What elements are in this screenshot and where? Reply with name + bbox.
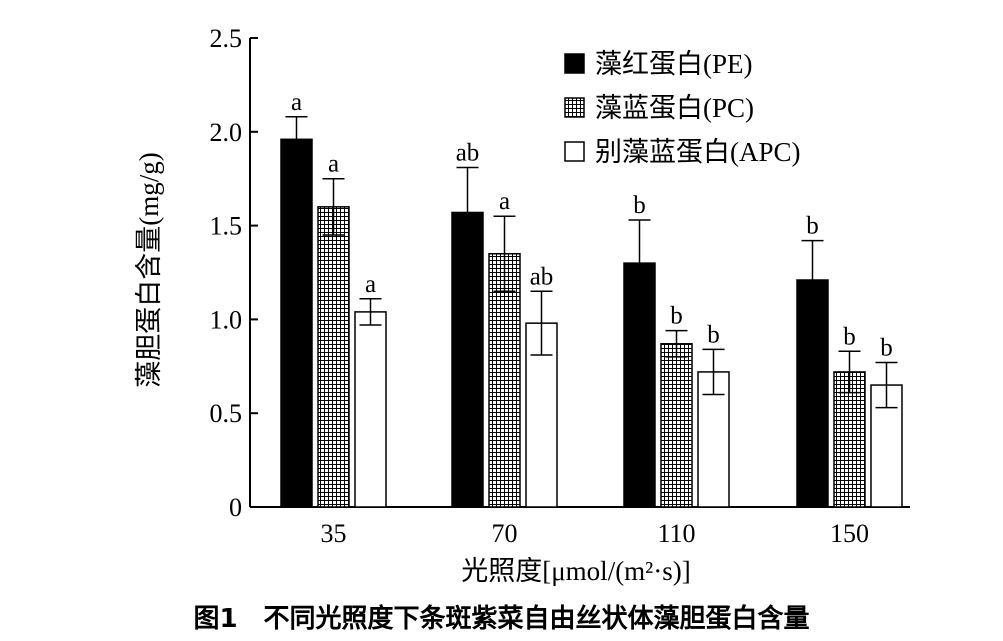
legend-label: 别藻蓝蛋白(APC) — [595, 137, 801, 167]
x-axis-title: 光照度[μmol/(m²·s)] — [461, 556, 691, 586]
x-tick-label: 150 — [830, 519, 869, 548]
significance-label: ab — [530, 263, 554, 290]
bars — [280, 116, 903, 508]
bar — [833, 371, 866, 508]
significance-label: a — [291, 89, 302, 116]
bar — [660, 343, 693, 508]
significance-label: a — [365, 271, 376, 298]
legend-swatch — [564, 141, 585, 162]
figure-caption: 图1 不同光照度下条斑紫菜自由丝状体藻胆蛋白含量 — [193, 604, 810, 634]
significance-label: a — [328, 151, 339, 178]
y-axis-title: 藻胆蛋白含量(mg/g) — [134, 152, 164, 388]
y-tick-label: 0.5 — [210, 399, 243, 428]
legend-label: 藻红蛋白(PE) — [595, 49, 753, 79]
legend-label: 藻蓝蛋白(PC) — [595, 93, 754, 123]
bar — [488, 252, 521, 508]
y-tick-label: 0 — [229, 493, 242, 522]
x-tick-label: 35 — [321, 519, 347, 548]
bar — [354, 311, 387, 508]
significance-label: b — [633, 192, 646, 219]
legend: 藻红蛋白(PE) 藻蓝蛋白(PC) 别藻蓝蛋白(APC) — [564, 49, 801, 167]
significance-label: ab — [456, 139, 480, 166]
significance-label: b — [670, 303, 683, 330]
legend-swatch — [564, 97, 585, 118]
y-tick-label: 2.0 — [210, 118, 243, 147]
significance-label: b — [880, 335, 893, 362]
x-tick-label: 70 — [492, 519, 518, 548]
legend-swatch — [564, 53, 585, 74]
y-tick-label: 2.5 — [210, 24, 243, 53]
y-tick-label: 1.5 — [210, 212, 243, 241]
axes: 0 0.5 1.0 1.5 2.0 2.5 35 70 110 150 — [210, 24, 910, 548]
bar — [317, 206, 350, 508]
significance-label: a — [499, 188, 510, 215]
bar — [451, 211, 484, 508]
significance-label: b — [806, 213, 819, 240]
x-tick-label: 110 — [657, 519, 695, 548]
significance-label: b — [707, 321, 720, 348]
bar — [280, 138, 313, 508]
y-tick-label: 1.0 — [210, 305, 243, 334]
significance-label: b — [843, 323, 856, 350]
